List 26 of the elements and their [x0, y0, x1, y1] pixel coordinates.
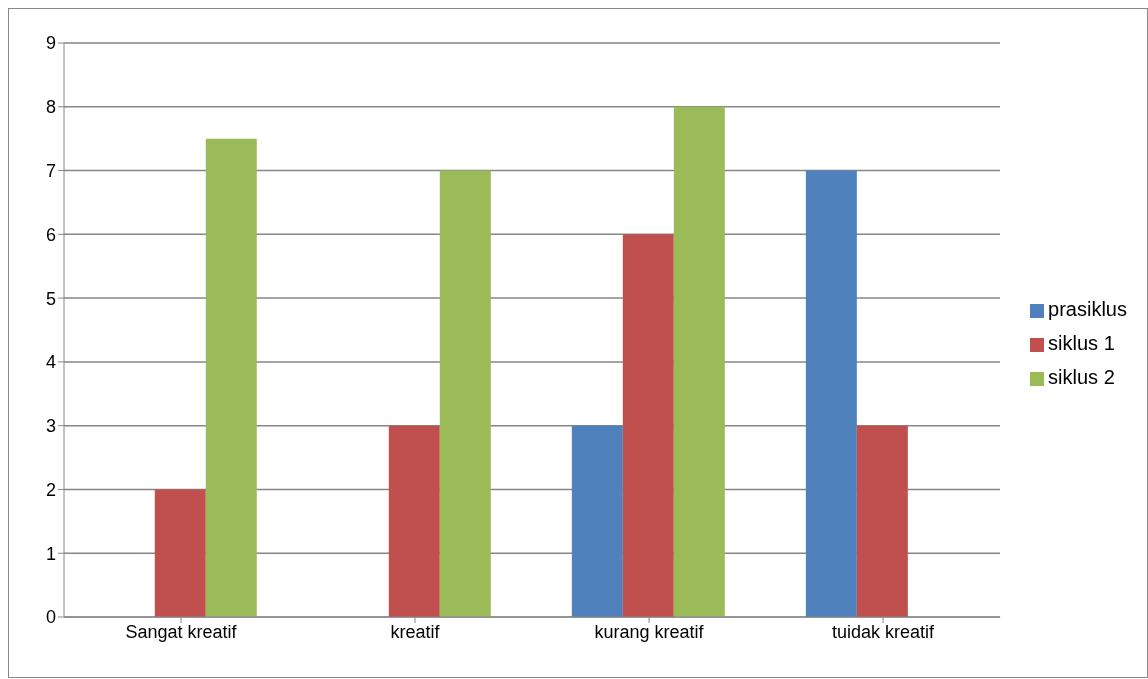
- bar: [388, 425, 440, 617]
- bar: [856, 425, 908, 617]
- y-tick-label: 5: [45, 288, 56, 309]
- y-tick-label: 6: [45, 224, 56, 245]
- bar: [673, 106, 725, 617]
- legend-label: siklus 1: [1048, 332, 1115, 354]
- y-tick-label: 9: [45, 33, 56, 54]
- bar: [205, 138, 257, 617]
- y-tick-label: 3: [45, 416, 56, 437]
- bar: [571, 425, 623, 617]
- bar: [805, 170, 857, 617]
- x-tick-label: kurang kreatif: [594, 621, 705, 642]
- y-tick-label: 1: [45, 543, 56, 564]
- y-tick-label: 4: [45, 352, 56, 373]
- bar: [154, 489, 206, 617]
- y-tick-label: 0: [45, 607, 56, 628]
- bar: [439, 170, 491, 617]
- y-tick-label: 7: [45, 160, 56, 181]
- y-tick-label: 2: [45, 479, 56, 500]
- y-tick-label: 8: [45, 97, 56, 118]
- legend-label: prasiklus: [1048, 298, 1127, 320]
- x-tick-label: Sangat kreatif: [125, 621, 238, 642]
- legend-label: siklus 2: [1048, 366, 1115, 388]
- x-tick-label: tuidak kreatif: [832, 621, 936, 642]
- x-tick-label: kreatif: [390, 621, 441, 642]
- bar: [622, 234, 674, 617]
